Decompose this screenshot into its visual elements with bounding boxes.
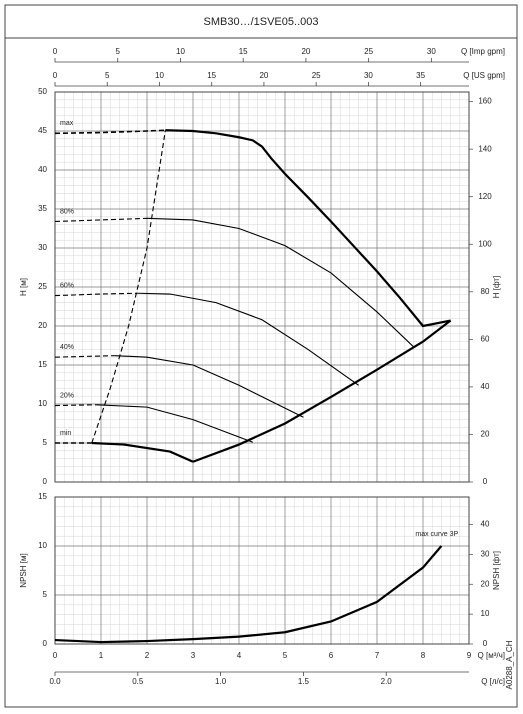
curve (114, 355, 304, 418)
x-tick-label: 6 (329, 651, 334, 660)
y-tick-label: 25 (38, 282, 47, 291)
x-tick-label: 1 (99, 651, 104, 660)
curve (91, 130, 166, 444)
x-tick-label: 2 (145, 651, 150, 660)
figure-code: A0288_A_CH (505, 640, 514, 689)
secondary-x-tick-label: 5 (105, 71, 110, 80)
secondary-x-tick-label: 30 (364, 71, 373, 80)
y-tick-label: 5 (43, 438, 48, 447)
curve (165, 129, 451, 328)
secondary-x-tick-label: 15 (207, 71, 216, 80)
curve-label: min (60, 430, 71, 437)
secondary-x-axis-label: Q [Imp gpm] (461, 47, 505, 56)
y-tick-label: 0 (43, 477, 48, 486)
y2-tick-label: 80 (481, 287, 490, 296)
y-tick-label: 10 (38, 541, 47, 550)
secondary-x-tick-label: 0 (53, 71, 58, 80)
secondary-x-tick-label: 1.0 (215, 677, 227, 686)
secondary-x-tick-label: 0.0 (49, 677, 61, 686)
y2-tick-label: 40 (481, 520, 490, 529)
secondary-x-axis-label: Q [US gpm] (463, 71, 505, 80)
plot-frame (54, 496, 470, 645)
y-tick-label: 40 (38, 165, 47, 174)
y2-tick-label: 120 (478, 192, 492, 201)
sheet-border (4, 4, 518, 708)
curve (96, 404, 253, 443)
x-tick-label: 9 (467, 651, 472, 660)
secondary-x-tick-label: 2.0 (381, 677, 393, 686)
curve (91, 441, 194, 463)
curve (54, 404, 97, 407)
curve-label: 80% (60, 208, 74, 215)
y2-tick-label: 160 (478, 97, 492, 106)
x-tick-label: 4 (237, 651, 242, 660)
secondary-x-tick-label: 25 (364, 47, 373, 56)
y2-tick-label: 0 (483, 639, 488, 648)
y-tick-label: 15 (38, 360, 47, 369)
curve (137, 292, 359, 386)
secondary-x-axis-label: Q [л/с] (481, 677, 505, 686)
curve-label: 20% (60, 392, 74, 399)
y2-tick-label: 140 (478, 144, 492, 153)
secondary-x-tick-label: 0.5 (132, 677, 144, 686)
y-tick-label: 0 (43, 639, 48, 648)
x-tick-label: 5 (283, 651, 288, 660)
x-tick-label: 3 (191, 651, 196, 660)
secondary-x-tick-label: 10 (155, 71, 164, 80)
y-tick-label: 20 (38, 321, 47, 330)
y-tick-label: 5 (43, 590, 48, 599)
y2-tick-label: 20 (481, 579, 490, 588)
curve (192, 319, 452, 463)
y2-tick-label: 0 (483, 477, 488, 486)
y2-tick-label: 10 (481, 609, 490, 618)
y2-tick-label: 40 (481, 382, 490, 391)
curve-label: max (60, 120, 74, 127)
y2-tick-label: 60 (481, 334, 490, 343)
secondary-x-tick-label: 20 (301, 47, 310, 56)
y-tick-label: 50 (38, 87, 47, 96)
curve-label: max curve 3P (415, 531, 458, 538)
y-tick-label: 35 (38, 204, 47, 213)
x-tick-label: 0 (53, 651, 58, 660)
secondary-x-tick-label: 20 (259, 71, 268, 80)
curve (54, 545, 443, 644)
curve (54, 355, 115, 358)
curve (146, 217, 415, 348)
y-tick-label: 15 (38, 492, 47, 501)
curve-label: 60% (60, 282, 74, 289)
curve (54, 217, 148, 223)
chart-title: SMB30…/1SVE05..003 (204, 16, 319, 28)
y2-tick-label: 100 (478, 239, 492, 248)
secondary-x-tick-label: 0 (53, 47, 58, 56)
y2-tick-label: 20 (481, 430, 490, 439)
y-tick-label: 45 (38, 126, 47, 135)
secondary-x-tick-label: 30 (427, 47, 436, 56)
y-tick-label: 30 (38, 243, 47, 252)
curve (54, 292, 138, 297)
secondary-x-tick-label: 1.5 (298, 677, 310, 686)
secondary-x-tick-label: 10 (176, 47, 185, 56)
x-tick-label: 7 (375, 651, 380, 660)
y2-tick-label: 30 (481, 549, 490, 558)
secondary-x-tick-label: 5 (116, 47, 121, 56)
secondary-x-tick-label: 25 (312, 71, 321, 80)
y-tick-label: 10 (38, 399, 47, 408)
y-axis-label: H [м] (19, 278, 28, 296)
curve-label: 40% (60, 344, 74, 351)
y-axis-label: NPSH [м] (19, 553, 28, 587)
x-tick-label: 8 (421, 651, 426, 660)
secondary-x-tick-label: 15 (239, 47, 248, 56)
plot-frame (54, 91, 470, 483)
y2-axis-label: H [фт] (492, 276, 501, 299)
secondary-x-tick-label: 35 (416, 71, 425, 80)
y2-axis-label: NPSH [фт] (492, 551, 501, 590)
x-axis-label: Q [м³/ч] (478, 651, 505, 660)
